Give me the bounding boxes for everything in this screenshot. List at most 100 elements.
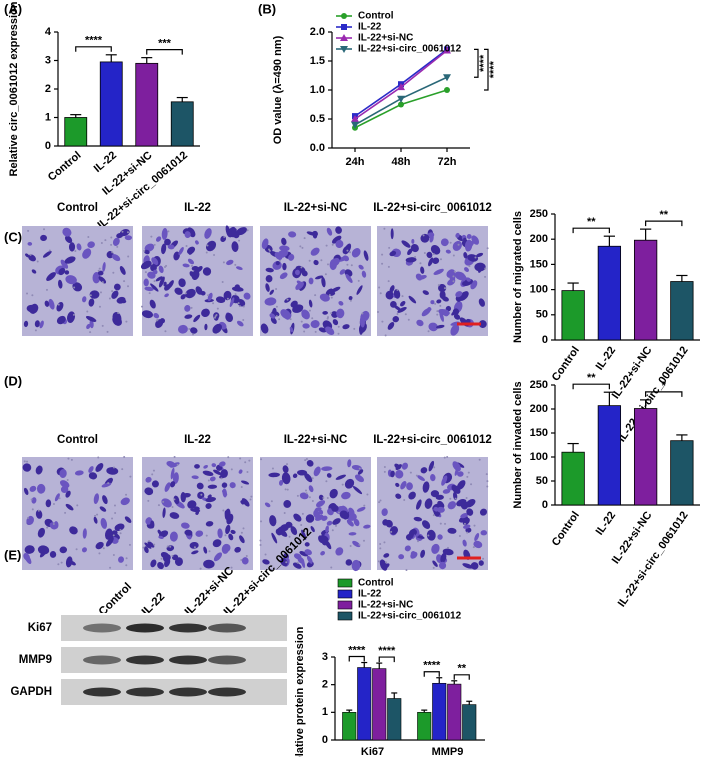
cell: [430, 300, 435, 305]
pore: [192, 333, 195, 336]
pore: [205, 534, 208, 537]
cell: [74, 470, 84, 476]
pore: [303, 330, 306, 333]
cell: [59, 469, 67, 478]
pore: [110, 243, 113, 246]
pore: [127, 285, 130, 288]
cell: [331, 235, 342, 244]
cell: [440, 552, 447, 564]
cell: [185, 288, 196, 299]
pore: [303, 237, 306, 240]
significance-bracket: [572, 383, 610, 390]
cell: [308, 277, 314, 285]
pore: [98, 267, 101, 270]
significance-label: **: [587, 216, 596, 228]
micrograph-label: Control: [57, 434, 98, 446]
cell: [404, 545, 411, 552]
pore: [300, 320, 303, 323]
pore: [215, 314, 218, 317]
cell: [169, 531, 178, 542]
cell: [120, 299, 127, 304]
cell: [184, 231, 191, 239]
cell: [105, 536, 114, 547]
data-point: [397, 83, 405, 91]
pore: [320, 259, 323, 262]
pore: [417, 540, 420, 543]
cell: [31, 269, 37, 274]
cell: [447, 501, 457, 510]
cell: [170, 467, 175, 480]
cell: [315, 500, 326, 508]
cell: [167, 280, 174, 289]
cell: [332, 319, 339, 326]
cell: [462, 563, 473, 569]
cell: [318, 327, 327, 333]
cell: [162, 507, 166, 518]
cell: [182, 263, 190, 268]
cell: [475, 252, 484, 258]
cell: [455, 291, 463, 298]
cell: [463, 237, 467, 242]
pore: [109, 566, 112, 569]
cell: [436, 324, 445, 329]
cell: [335, 474, 347, 480]
cell: [204, 323, 208, 331]
panel-label: (C): [4, 229, 22, 244]
pore: [64, 511, 67, 514]
cell: [297, 557, 305, 564]
cell: [260, 323, 269, 334]
pore: [278, 259, 281, 262]
cell: [310, 247, 320, 256]
pore: [388, 246, 391, 249]
cell: [342, 324, 350, 330]
pore: [432, 514, 435, 517]
pore: [230, 566, 233, 569]
cell: [390, 470, 395, 478]
cell: [173, 495, 180, 505]
cell: [144, 249, 150, 255]
pore: [283, 511, 286, 514]
pore: [97, 269, 100, 272]
cell: [290, 300, 298, 308]
cell: [430, 245, 441, 255]
pore: [52, 503, 55, 506]
x-tick-label: 24h: [346, 156, 365, 168]
cell: [462, 539, 467, 547]
pore: [148, 292, 151, 295]
cell: [410, 243, 419, 253]
cell: [452, 308, 460, 315]
pore: [222, 261, 225, 264]
cell: [450, 324, 460, 336]
cell: [269, 289, 274, 295]
cell: [264, 502, 271, 508]
pore: [60, 561, 63, 564]
pore: [470, 483, 473, 486]
pore: [449, 241, 452, 244]
pore: [123, 280, 126, 283]
legend-marker: [340, 34, 348, 41]
pore: [437, 284, 440, 287]
pore: [267, 248, 270, 251]
bar: [561, 451, 585, 506]
cell: [25, 253, 30, 258]
cell: [35, 509, 43, 519]
pore: [296, 494, 299, 497]
pore: [150, 235, 153, 238]
cell: [456, 480, 466, 490]
cell: [243, 292, 251, 300]
data-point: [397, 95, 405, 103]
pore: [36, 260, 39, 263]
pore: [404, 313, 407, 316]
significance-bracket: [348, 655, 365, 662]
cell: [395, 470, 404, 479]
cell: [304, 549, 312, 556]
cell: [346, 519, 354, 527]
cell: [326, 227, 333, 236]
pore: [346, 249, 349, 252]
pore: [111, 290, 114, 293]
pore: [289, 318, 292, 321]
micrograph-label: IL-22: [184, 202, 211, 214]
cell: [234, 546, 241, 553]
legend-marker: [341, 24, 347, 30]
cell: [157, 562, 164, 570]
